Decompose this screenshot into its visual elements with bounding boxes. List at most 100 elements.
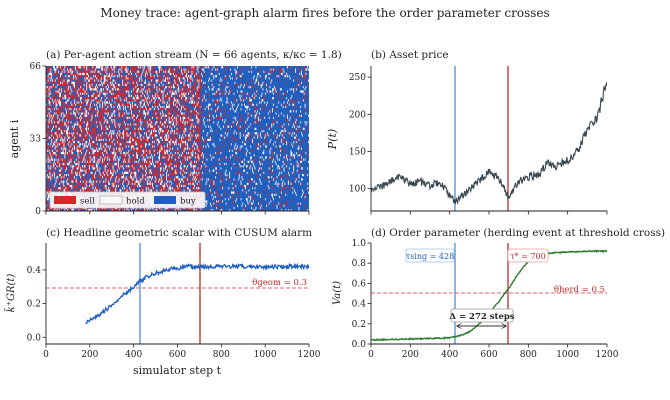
heatmap-cell bbox=[62, 173, 64, 177]
heatmap-cell bbox=[54, 131, 56, 135]
heatmap-cell bbox=[57, 70, 59, 73]
heatmap-cell bbox=[65, 129, 67, 133]
heatmap-cell bbox=[51, 105, 53, 109]
heatmap-cell bbox=[53, 74, 56, 78]
heatmap-cell bbox=[58, 149, 60, 152]
heatmap-cell bbox=[56, 169, 58, 172]
heatmap-cell bbox=[57, 101, 59, 104]
heatmap-cell bbox=[53, 184, 56, 188]
heatmap-cell bbox=[59, 101, 61, 104]
heatmap-cell bbox=[57, 87, 59, 91]
heatmap-cell bbox=[52, 94, 54, 98]
heatmap-cell bbox=[47, 197, 49, 201]
heatmap-cell bbox=[48, 129, 50, 133]
heatmap-cell bbox=[66, 92, 68, 95]
heatmap-cell bbox=[48, 98, 50, 102]
heatmap-cell bbox=[47, 109, 49, 113]
heatmap-cell bbox=[62, 107, 64, 111]
heatmap-cell bbox=[54, 103, 56, 106]
heatmap-cell bbox=[63, 112, 65, 115]
heatmap-cell bbox=[60, 184, 63, 188]
heatmap-cell bbox=[60, 74, 63, 78]
heatmap-cell bbox=[48, 153, 50, 157]
heatmap-cell bbox=[55, 90, 57, 93]
heatmap-cell bbox=[64, 186, 66, 190]
heatmap-cell bbox=[46, 202, 49, 205]
heatmap-cell bbox=[62, 79, 64, 82]
heatmap-cell bbox=[54, 164, 56, 168]
heatmap-cell bbox=[47, 186, 49, 190]
heatmap-cell bbox=[49, 160, 51, 163]
heatmap-cell bbox=[67, 68, 69, 71]
heatmap-cell bbox=[60, 160, 62, 163]
heatmap-cell bbox=[58, 109, 60, 113]
heatmap-cell bbox=[53, 94, 55, 98]
heatmap-cell bbox=[62, 85, 64, 89]
heatmap-cell bbox=[63, 142, 65, 146]
heatmap-cell bbox=[58, 125, 60, 128]
heatmap-cell bbox=[60, 147, 62, 150]
heatmap-cell bbox=[67, 147, 69, 150]
heatmap-cell bbox=[47, 189, 49, 192]
heatmap-cell bbox=[46, 142, 48, 146]
heatmap-cell bbox=[63, 169, 65, 172]
heatmap-cell bbox=[62, 76, 64, 80]
heatmap-cell bbox=[49, 162, 51, 166]
heatmap-cell bbox=[60, 171, 62, 174]
heatmap-cell bbox=[66, 140, 68, 144]
heatmap-cell bbox=[61, 186, 63, 190]
heatmap-cell bbox=[46, 189, 49, 192]
heatmap-cell bbox=[47, 138, 49, 141]
heatmap-cell bbox=[60, 158, 63, 161]
heatmap-cell bbox=[64, 138, 66, 141]
heatmap-cell bbox=[49, 145, 51, 148]
heatmap-cell bbox=[54, 178, 56, 181]
heatmap-cell bbox=[53, 70, 55, 73]
heatmap-cell bbox=[57, 127, 59, 131]
heatmap-cell bbox=[61, 164, 63, 168]
heatmap-cell bbox=[58, 96, 60, 100]
heatmap-cell bbox=[49, 173, 51, 177]
heatmap-cell bbox=[65, 136, 67, 139]
heatmap-cell bbox=[47, 134, 49, 137]
heatmap-cell bbox=[50, 142, 52, 146]
heatmap-cell bbox=[67, 208, 70, 211]
heatmap-cell bbox=[56, 153, 58, 157]
heatmap-cell bbox=[56, 114, 58, 117]
heatmap-cell bbox=[52, 96, 54, 100]
heatmap-cell bbox=[65, 140, 67, 144]
heatmap-cell bbox=[50, 147, 52, 150]
heatmap-cell bbox=[49, 114, 51, 117]
heatmap-cell bbox=[50, 136, 52, 139]
heatmap-cell bbox=[49, 180, 51, 183]
heatmap-cell bbox=[49, 208, 51, 211]
heatmap-cell bbox=[62, 160, 64, 163]
heatmap-cell bbox=[49, 109, 51, 113]
heatmap-cell bbox=[46, 164, 49, 168]
heatmap-cell bbox=[54, 138, 56, 141]
heatmap-cell bbox=[60, 81, 62, 84]
heatmap-cell bbox=[53, 81, 55, 84]
heatmap-cell bbox=[61, 151, 63, 155]
heatmap-cell bbox=[47, 66, 49, 69]
heatmap-cell bbox=[46, 167, 49, 170]
heatmap-cell bbox=[67, 72, 69, 76]
heatmap-cell bbox=[65, 156, 67, 159]
heatmap-cell bbox=[47, 103, 49, 106]
heatmap-cell bbox=[64, 120, 66, 124]
heatmap-cell bbox=[46, 103, 48, 106]
heatmap-cell bbox=[58, 81, 60, 84]
heatmap-cell bbox=[50, 109, 52, 113]
heatmap-cell bbox=[53, 142, 56, 146]
heatmap-cell bbox=[62, 164, 64, 168]
heatmap-cell bbox=[48, 116, 50, 120]
heatmap-cell bbox=[61, 105, 63, 109]
heatmap-cell bbox=[55, 160, 57, 163]
heatmap-cell bbox=[64, 171, 66, 174]
heatmap-cell bbox=[59, 160, 61, 163]
heatmap-cell bbox=[58, 160, 60, 163]
heatmap-cell bbox=[52, 131, 54, 135]
heatmap-cell bbox=[56, 129, 58, 133]
heatmap-cell bbox=[46, 118, 49, 122]
heatmap-cell bbox=[51, 85, 53, 89]
